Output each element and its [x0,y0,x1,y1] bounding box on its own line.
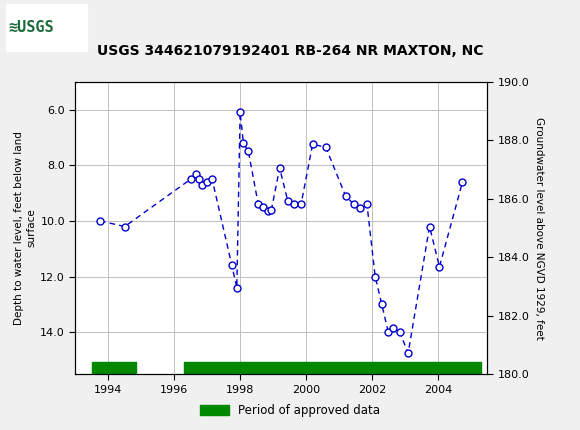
FancyBboxPatch shape [6,4,87,52]
Legend: Period of approved data: Period of approved data [195,399,385,422]
Y-axis label: Groundwater level above NGVD 1929, feet: Groundwater level above NGVD 1929, feet [534,117,543,339]
Text: USGS 344621079192401 RB-264 NR MAXTON, NC: USGS 344621079192401 RB-264 NR MAXTON, N… [97,44,483,58]
Text: ≋USGS: ≋USGS [9,21,55,35]
Y-axis label: Depth to water level, feet below land
surface: Depth to water level, feet below land su… [14,131,36,325]
